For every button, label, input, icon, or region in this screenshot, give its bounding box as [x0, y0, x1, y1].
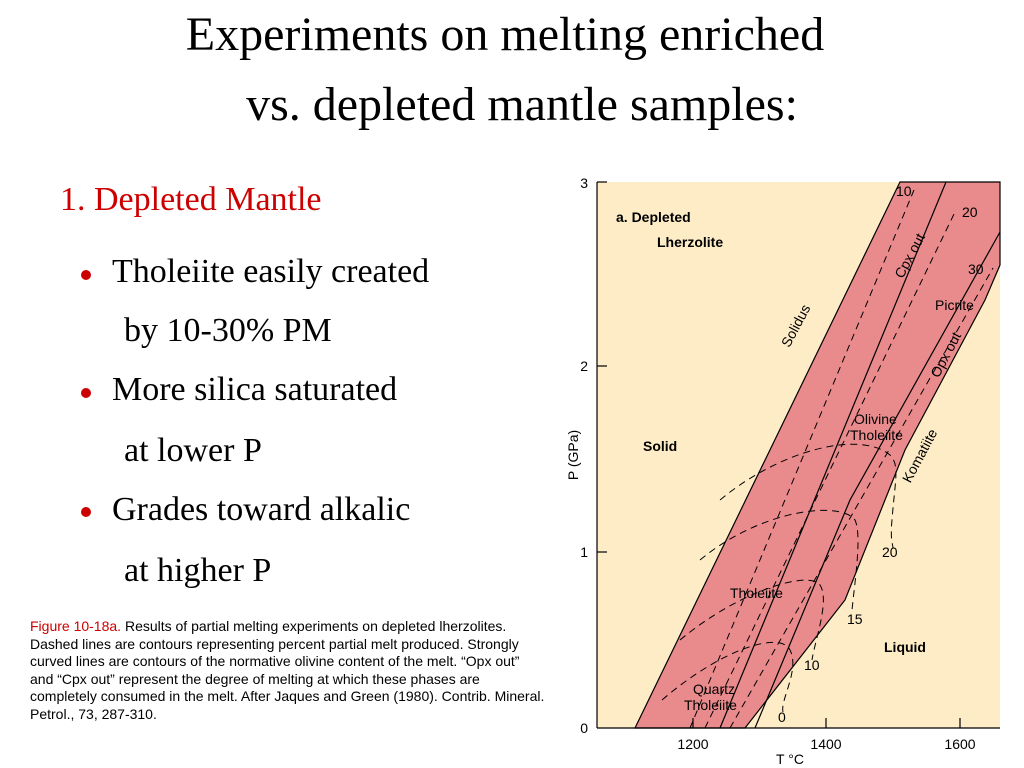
contours — [661, 189, 994, 729]
y-axis-label: P (GPa) — [565, 430, 581, 480]
phase-label: Quartz — [693, 681, 735, 697]
contour-label: 0 — [778, 709, 786, 725]
caption: Figure 10-18a. Results of partial meltin… — [30, 618, 545, 723]
contour-label: 20 — [882, 544, 898, 560]
panel-title: a. Depleted — [616, 209, 691, 225]
x-tick-label: 1600 — [944, 736, 975, 752]
axes — [596, 181, 1000, 729]
opx-out-line — [754, 231, 1001, 729]
bullet-text: at higher P — [124, 552, 271, 589]
phase-label: Tholeiite — [684, 697, 737, 713]
x-tick-label: 1400 — [810, 736, 841, 752]
title-line: Experiments on melting enriched — [186, 8, 824, 61]
bullet-dot — [81, 507, 91, 517]
bullet-text: by 10-30% PM — [124, 312, 332, 349]
subtitle: 1. Depleted Mantle — [60, 181, 322, 218]
bullet-text: Grades toward alkalic — [112, 491, 410, 528]
caption-label: Figure 10-18a. — [30, 618, 122, 634]
phase-label: Tholeiite — [730, 585, 783, 601]
contour-label: 10 — [804, 657, 820, 673]
panel-title: Lherzolite — [657, 234, 723, 250]
bullet-text: Tholeiite easily created — [112, 253, 429, 290]
bullet-dot — [81, 388, 91, 398]
x-axis-label: T °C — [776, 751, 804, 767]
bullet-text: More silica saturated — [112, 371, 397, 408]
caption-text: Results of partial melting experiments o… — [30, 618, 545, 722]
contour-label: 15 — [847, 611, 863, 627]
contour-label: 30 — [968, 261, 984, 277]
y-tick-label: 3 — [580, 175, 588, 191]
phase-label: Olivine — [854, 411, 897, 427]
title-line: vs. depleted mantle samples: — [246, 78, 798, 131]
y-tick-label: 2 — [580, 358, 588, 374]
region-label: Liquid — [884, 639, 926, 655]
phase-label: Tholeiite — [850, 427, 903, 443]
bullet-dot — [81, 270, 91, 280]
contour-label: 20 — [962, 204, 978, 220]
melting-band — [634, 181, 1001, 729]
y-tick-label: 0 — [580, 720, 588, 736]
bullet-text: at lower P — [124, 432, 262, 469]
cpx-out-line — [719, 181, 947, 729]
x-tick-label: 1200 — [677, 736, 708, 752]
y-tick-label: 1 — [580, 544, 588, 560]
contour-label: 10 — [896, 183, 912, 199]
region-label: Solid — [643, 438, 677, 454]
figure: 0 1 2 3 1200 1400 1600 T °C P (GPa) a. D… — [565, 175, 1001, 767]
phase-label: Picrite — [935, 297, 974, 313]
